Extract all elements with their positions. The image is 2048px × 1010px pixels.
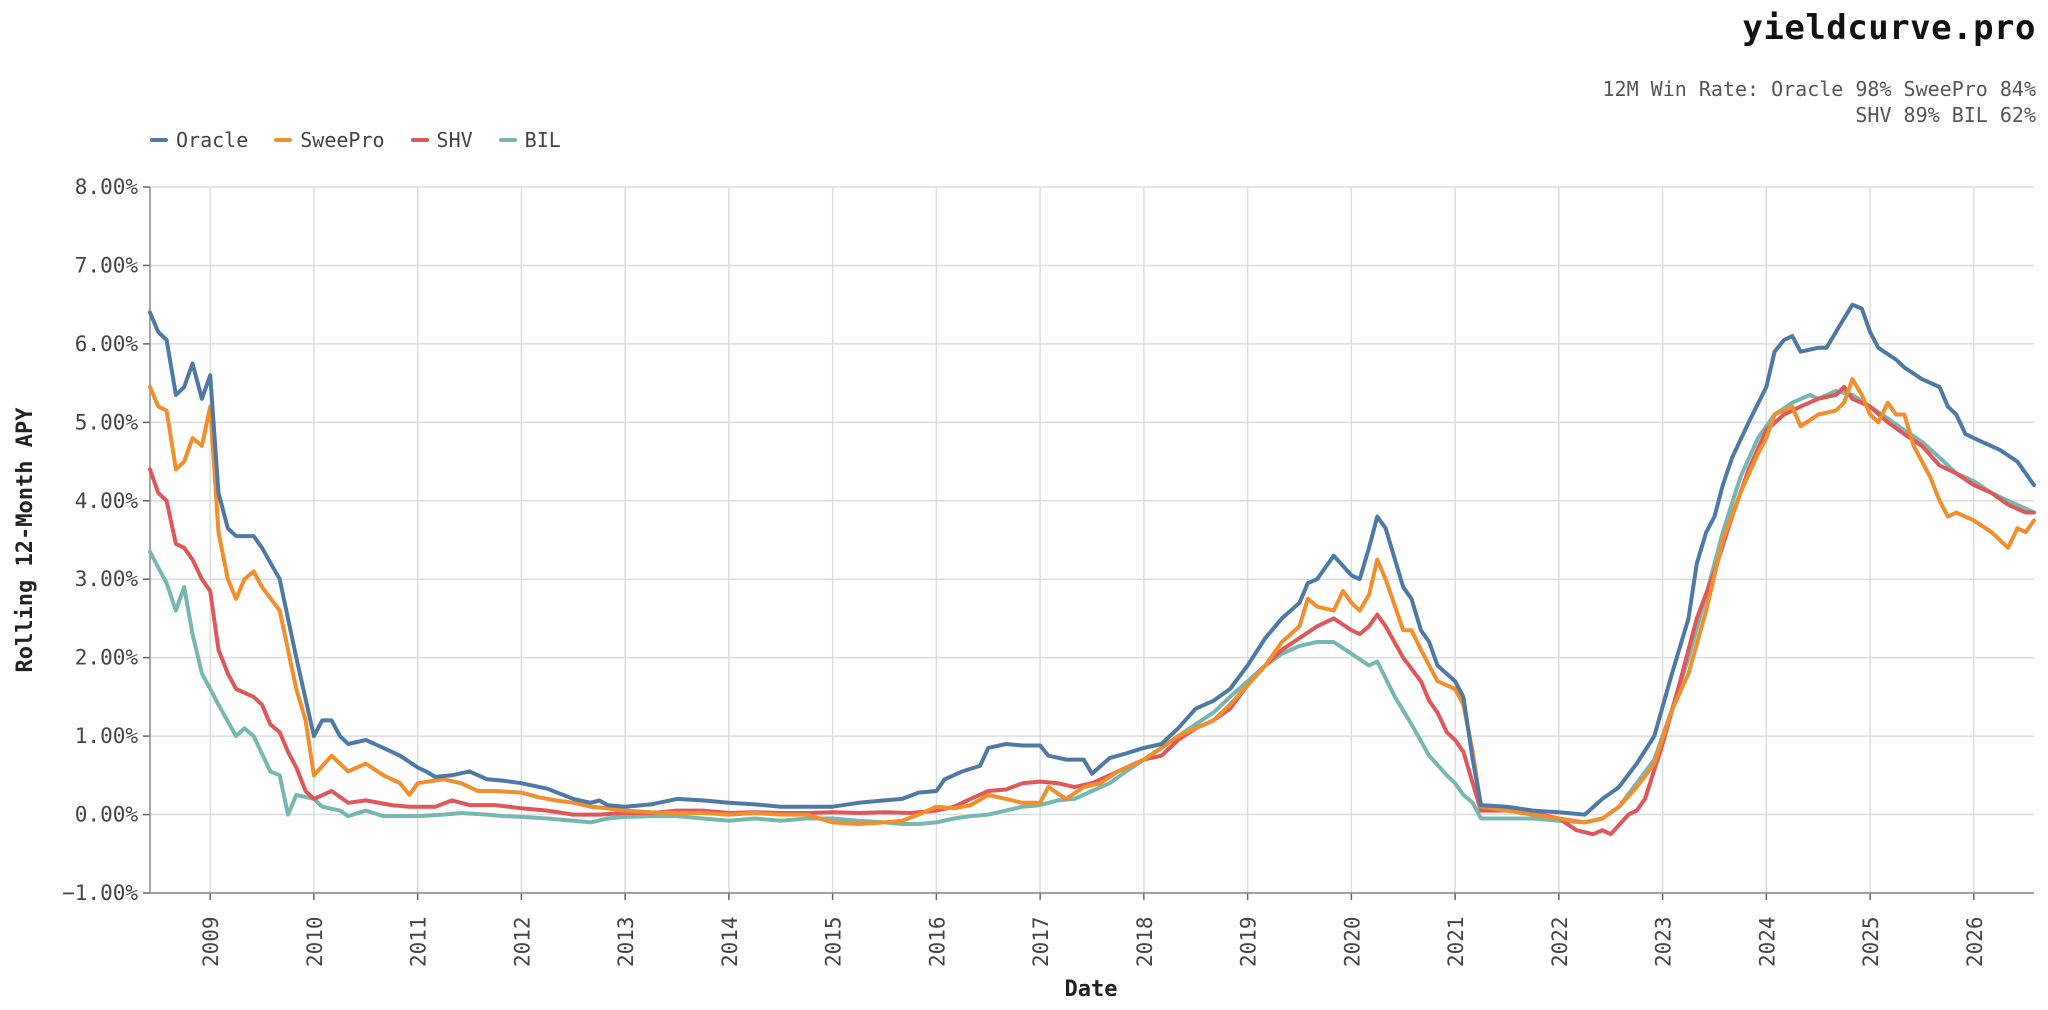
series-line-oracle [148,302,2036,817]
legend-swatch-oracle [150,138,168,142]
legend-item-sweepro: SweePro [274,128,385,152]
legend-label-bil: BIL [524,128,561,152]
x-axis-label: Date [1065,977,1118,1002]
x-tick-label: 2011 [407,916,431,967]
x-tick-label: 2012 [510,916,534,967]
win-rate-line-2: SHV 89% BIL 62% [1855,103,2036,127]
legend-item-shv: SHV [410,128,473,152]
x-tick-label: 2019 [1237,916,1261,967]
series-line-bil [148,389,2036,826]
y-tick-label: 5.00% [75,410,139,434]
x-tick-label: 2015 [822,916,846,967]
y-tick-label: −1.00% [62,881,138,905]
x-tick-label: 2024 [1755,916,1779,967]
series-line-sweepro [148,377,2036,826]
y-tick-label: 0.00% [75,803,139,827]
win-rate-summary: 12M Win Rate: Oracle 98% SweePro 84% SHV… [1603,76,2036,128]
chart-axes: 8.00% 7.00% 6.00% 5.00% 4.00% 3.00% 2.00% 1.00%… [62,175,2034,967]
chart-legend: Oracle SweePro SHV BIL [150,128,561,152]
x-tick-label: 2023 [1652,916,1676,967]
legend-label-shv: SHV [436,128,473,152]
x-tick-label: 2026 [1963,916,1987,967]
y-axis-label: Rolling 12-Month APY [13,407,38,673]
x-tick-label: 2013 [614,916,638,967]
legend-item-bil: BIL [498,128,561,152]
legend-item-oracle: Oracle [150,128,248,152]
x-tick-label: 2014 [718,916,742,967]
legend-label-sweepro: SweePro [300,128,385,152]
x-tick-label: 2016 [925,916,949,967]
x-tick-label: 2025 [1859,916,1883,967]
x-tick-label: 2018 [1133,916,1157,967]
x-tick-label: 2020 [1340,916,1364,967]
x-tick-label: 2022 [1548,916,1572,967]
win-rate-line-1: 12M Win Rate: Oracle 98% SweePro 84% [1602,77,2036,101]
legend-swatch-bil [498,138,517,142]
y-tick-label: 8.00% [75,175,139,199]
legend-label-oracle: Oracle [176,128,249,152]
x-tick-label: 2017 [1029,916,1053,967]
legend-swatch-shv [410,138,429,142]
chart-series [148,302,2036,837]
y-tick-label: 3.00% [75,567,139,591]
legend-swatch-sweepro [274,138,293,142]
x-tick-label: 2009 [199,916,223,967]
y-tick-label: 6.00% [75,332,139,356]
brand-title: yieldcurve.pro [1742,8,2036,48]
y-tick-label: 4.00% [75,489,139,513]
y-tick-label: 7.00% [75,253,139,277]
x-tick-label: 2010 [303,916,327,967]
y-tick-label: 2.00% [75,646,139,670]
x-tick-label: 2021 [1444,916,1468,967]
y-tick-label: 1.00% [75,724,139,748]
